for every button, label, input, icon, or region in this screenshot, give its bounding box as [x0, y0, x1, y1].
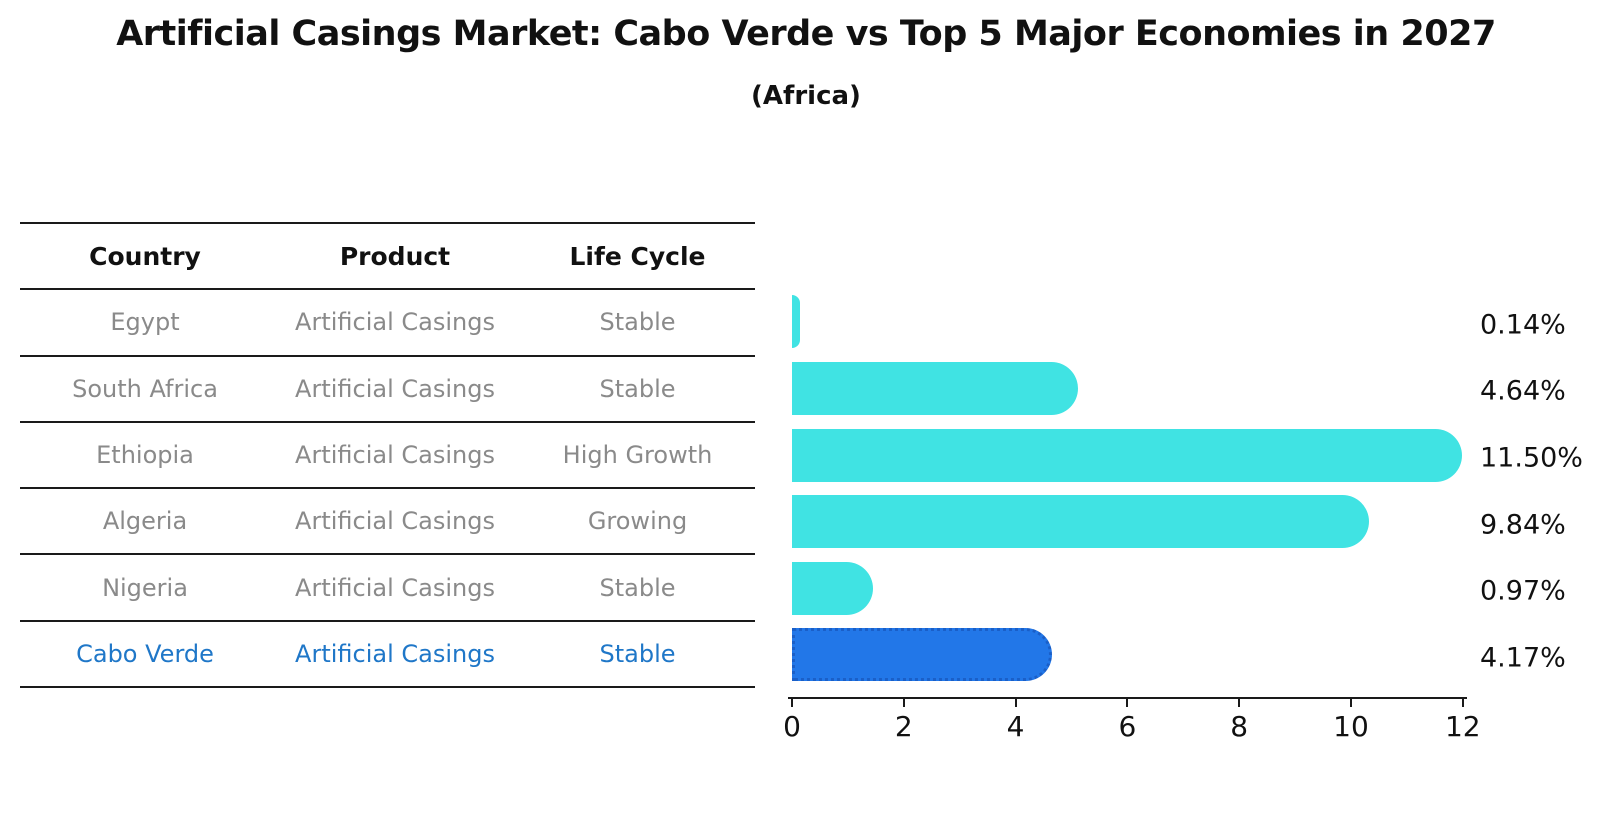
cell-life-cycle: Stable — [599, 374, 676, 403]
cell-product: Artificial Casings — [295, 507, 495, 536]
bar-ethiopia — [792, 428, 1462, 482]
cell-life-cycle: Stable — [599, 573, 676, 602]
cell-country: South Africa — [72, 374, 218, 403]
cell-life-cycle: Stable — [599, 639, 676, 668]
cell-life-cycle: High Growth — [562, 440, 713, 469]
x-tick-mark-6 — [1126, 698, 1129, 707]
column-header-country: Country — [89, 241, 201, 271]
cell-country: Nigeria — [102, 573, 188, 602]
value-label-algeria: 9.84% — [1480, 509, 1566, 541]
cell-country: Algeria — [102, 507, 188, 536]
chart-title: Artificial Casings Market: Cabo Verde vs… — [116, 14, 1496, 54]
bar-egypt — [792, 295, 800, 349]
cell-product: Artificial Casings — [295, 440, 495, 469]
bar-algeria — [792, 495, 1370, 549]
value-label-ethiopia: 11.50% — [1480, 442, 1583, 474]
table-row-south-africa: South Africa Artificial Casings Stable — [20, 357, 755, 423]
x-tick-label-6: 6 — [1118, 710, 1137, 743]
table-row-cabo-verde: Cabo Verde Artificial Casings Stable — [20, 622, 755, 688]
cell-life-cycle: Growing — [587, 507, 688, 536]
table-header-row: Country Product Life Cycle — [20, 224, 755, 291]
table-row-algeria: Algeria Artificial Casings Growing — [20, 489, 755, 556]
column-header-product: Product — [339, 241, 451, 271]
cell-product: Artificial Casings — [295, 374, 495, 403]
x-tick-label-0: 0 — [783, 710, 801, 743]
table-row-nigeria: Nigeria Artificial Casings Stable — [20, 555, 755, 622]
cell-country: Ethiopia — [96, 440, 194, 469]
x-tick-mark-0 — [791, 698, 793, 707]
cell-product: Artificial Casings — [295, 308, 495, 337]
x-tick-mark-12 — [1461, 698, 1464, 707]
x-tick-mark-4 — [1014, 698, 1017, 707]
country-table: Country Product Life Cycle Egypt Artifici… — [20, 222, 755, 688]
cell-life-cycle: Stable — [599, 308, 676, 337]
cell-country: Egypt — [110, 308, 180, 337]
x-tick-label-12: 12 — [1444, 710, 1481, 743]
x-tick-label-10: 10 — [1333, 710, 1369, 743]
x-tick-label-4: 4 — [1006, 710, 1025, 743]
value-label-egypt: 0.14% — [1480, 309, 1566, 341]
x-tick-mark-2 — [902, 698, 905, 707]
x-tick-label-8: 8 — [1230, 710, 1249, 743]
bar-cabo-verde — [792, 628, 1053, 682]
bar-nigeria — [792, 561, 874, 615]
value-label-nigeria: 0.97% — [1480, 575, 1566, 607]
bar-south-africa — [792, 361, 1079, 415]
table-row-ethiopia: Ethiopia Artificial Casings High Growth — [20, 423, 755, 490]
x-tick-label-2: 2 — [894, 710, 913, 743]
cell-product: Artificial Casings — [295, 573, 495, 602]
cell-product: Artificial Casings — [295, 639, 495, 668]
chart-subtitle: (Africa) — [751, 81, 861, 111]
x-tick-mark-10 — [1350, 698, 1352, 707]
value-label-cabo-verde: 4.17% — [1480, 642, 1566, 674]
value-label-south-africa: 4.64% — [1480, 375, 1566, 407]
column-header-life-cycle: Life Cycle — [569, 241, 706, 271]
cell-country: Cabo Verde — [76, 639, 214, 668]
x-tick-mark-8 — [1238, 698, 1241, 707]
table-row-egypt: Egypt Artificial Casings Stable — [20, 290, 755, 357]
